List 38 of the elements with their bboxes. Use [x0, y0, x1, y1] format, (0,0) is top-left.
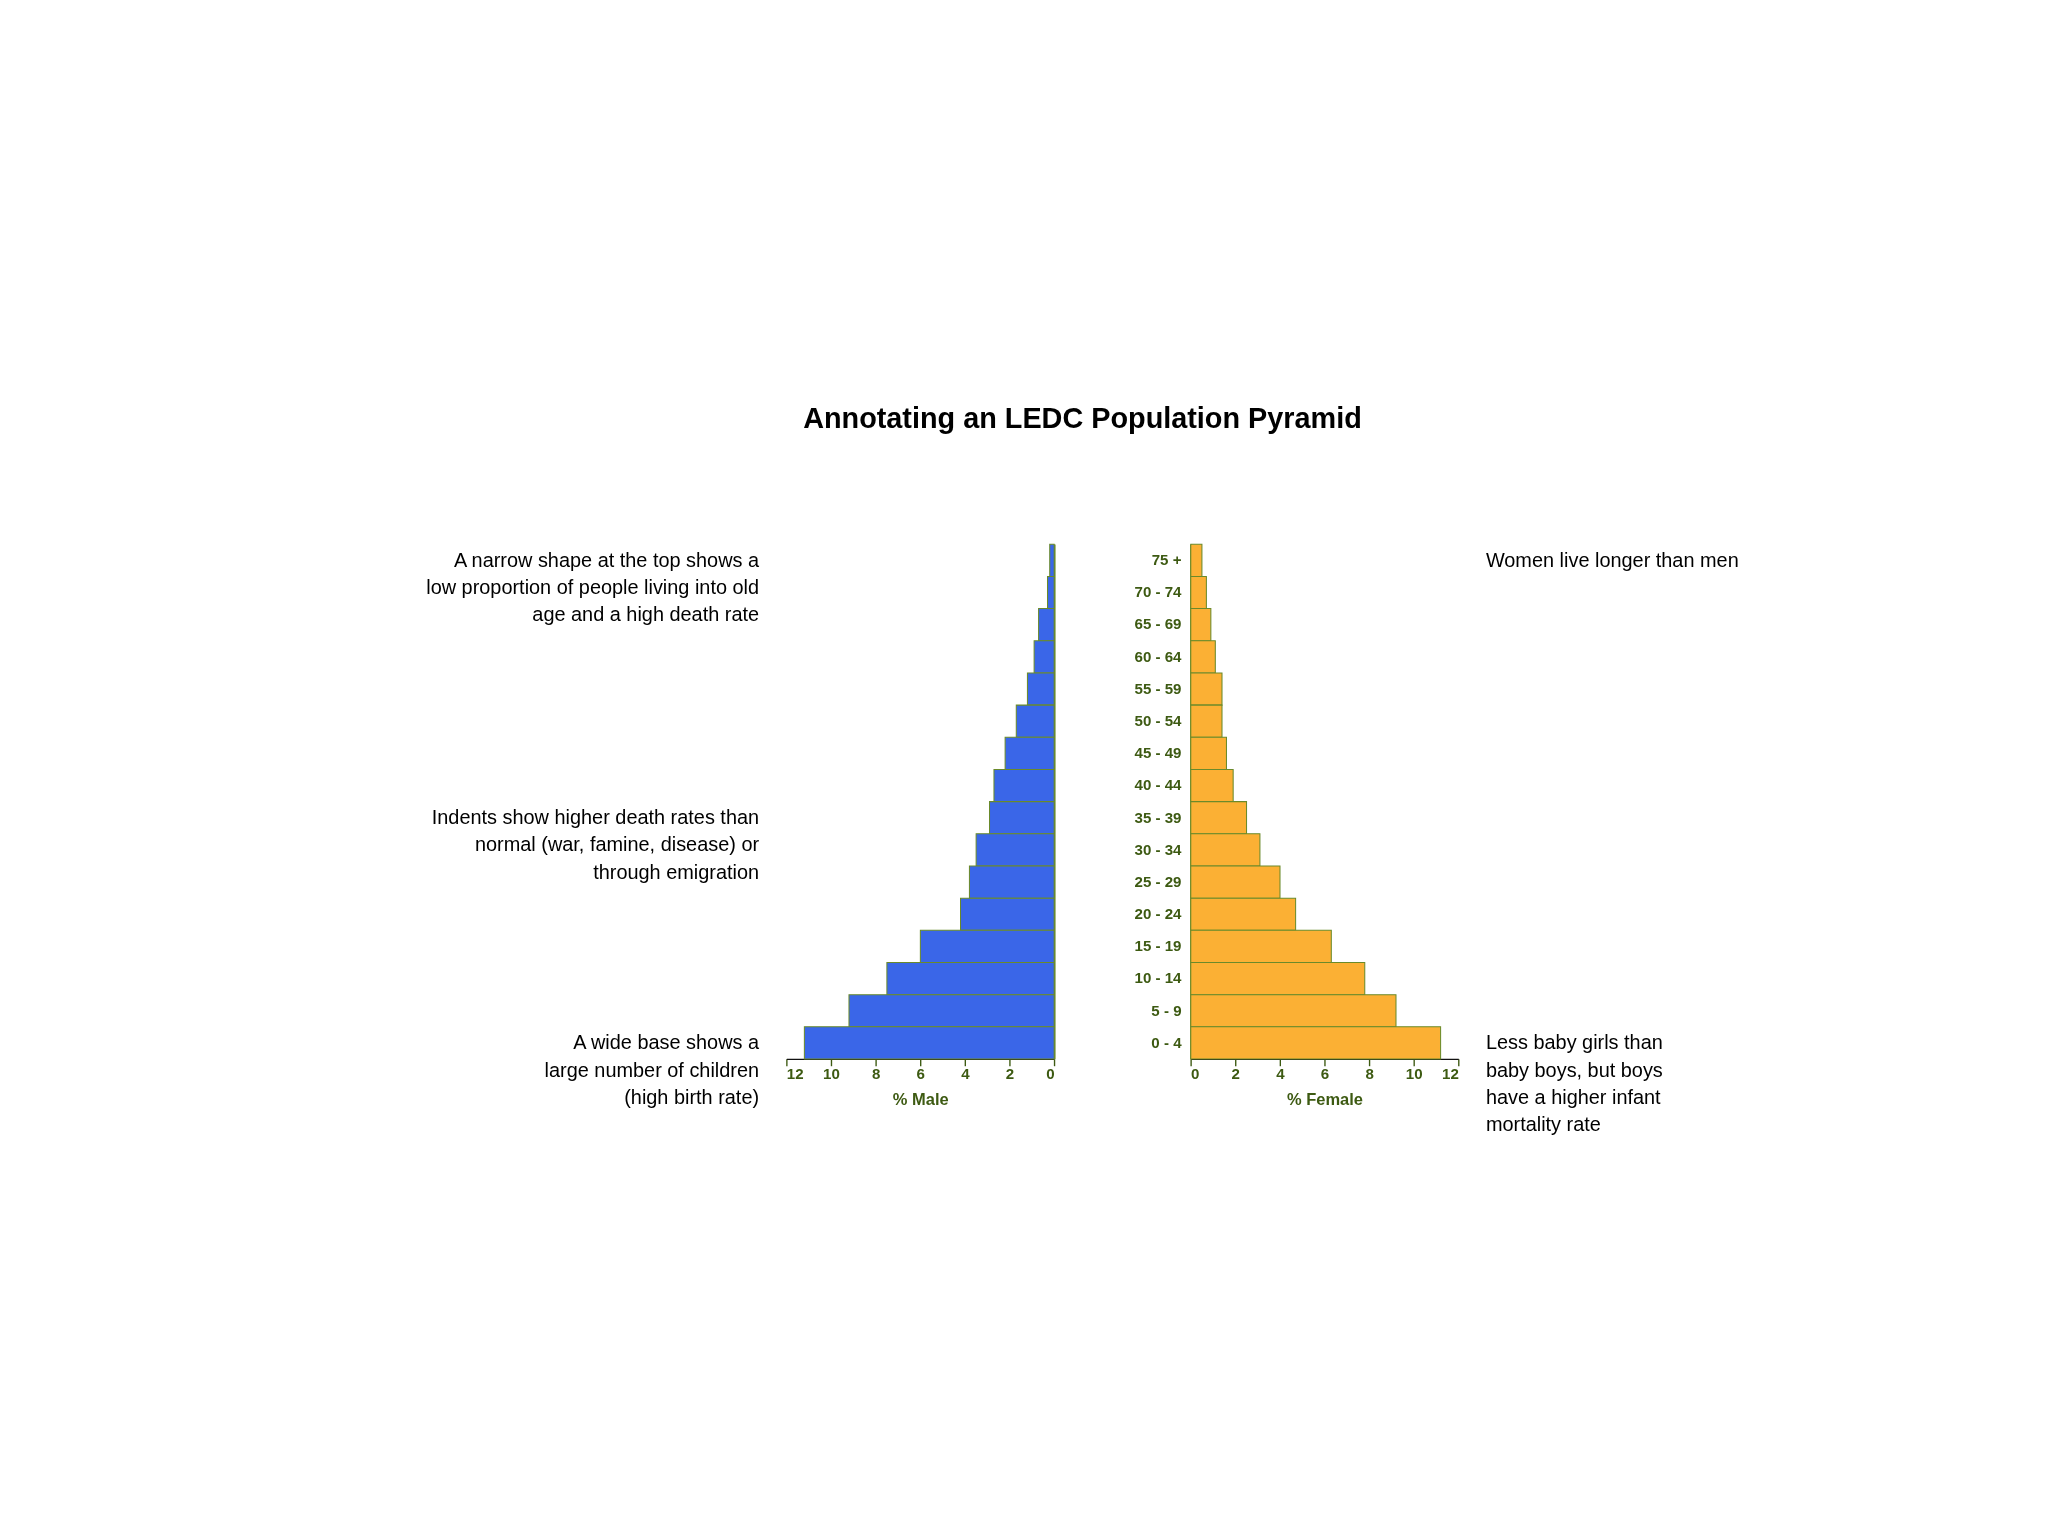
x-tick-label: 8 — [1365, 1065, 1374, 1083]
y-tick-label: 35 - 39 — [1134, 808, 1182, 826]
x-tick-label: 6 — [916, 1065, 925, 1083]
x-tick-label: 4 — [1276, 1065, 1286, 1083]
text: Indents show higher death rates than normal (war, famine, disease) or through emigration — [431, 805, 760, 883]
y-tick-label: 25 - 29 — [1134, 872, 1182, 890]
y-tick-label: 45 - 49 — [1134, 744, 1182, 762]
x-tick-label: 8 — [871, 1065, 881, 1083]
y-tick-label: 55 - 59 — [1134, 679, 1182, 697]
y-tick-label: 50 - 54 — [1134, 712, 1183, 730]
x-tick-label: 10 — [1405, 1065, 1423, 1083]
y-tick-label: 15 - 19 — [1134, 937, 1182, 955]
x-tick-label: 2 — [1231, 1065, 1240, 1083]
y-tick-label: 70 - 74 — [1134, 583, 1183, 601]
x-axis-title: % Male — [892, 1089, 949, 1108]
text: Less baby girls than baby boys, but boys have a higher infant mortality rate — [1485, 1031, 1663, 1136]
y-tick-label: 20 - 24 — [1134, 905, 1183, 923]
x-tick-label: 0 — [1191, 1065, 1200, 1083]
x-tick-label: 12 — [786, 1065, 804, 1083]
text: A narrow shape at the top shows a low proportion of people living into old age and a high death rate — [426, 548, 761, 626]
y-tick-label: 65 - 69 — [1134, 615, 1182, 633]
y-tick-label: 0 - 4 — [1151, 1033, 1183, 1051]
y-tick-label: 10 - 14 — [1134, 969, 1183, 987]
x-axis-title: % Female — [1286, 1089, 1363, 1108]
y-tick-label: 75 + — [1151, 551, 1182, 569]
text: Women live longer than men — [1485, 548, 1739, 571]
y-tick-label: 30 - 34 — [1134, 840, 1183, 858]
x-tick-label: 0 — [1046, 1065, 1055, 1083]
x-tick-label: 12 — [1442, 1065, 1459, 1083]
chart-title: Annotating an LEDC Population Pyramid — [803, 401, 1362, 434]
y-tick-label: 5 - 9 — [1151, 1001, 1182, 1019]
x-tick-label: 4 — [961, 1065, 971, 1083]
text: A wide base shows a large number of children (high birth rate) — [544, 1031, 761, 1109]
y-tick-label: 60 - 64 — [1134, 647, 1183, 665]
y-tick-label: 40 - 44 — [1134, 776, 1183, 794]
x-tick-label: 10 — [823, 1065, 840, 1083]
x-tick-label: 2 — [1005, 1065, 1015, 1083]
x-tick-label: 6 — [1320, 1065, 1330, 1083]
